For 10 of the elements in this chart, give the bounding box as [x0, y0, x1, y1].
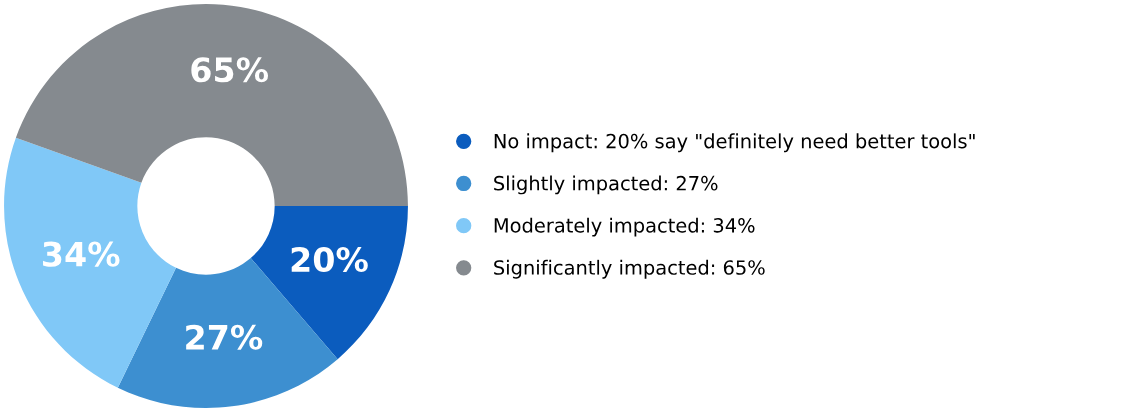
legend-label: Significantly impacted: 65%	[494, 259, 765, 279]
data-label: 20%	[291, 246, 368, 273]
donut-slice	[15, 4, 408, 206]
legend-label: No impact: 20% say "definitely need better tools"	[494, 133, 975, 153]
legend-label: Moderately impacted: 34%	[494, 217, 755, 237]
data-label: 34%	[43, 241, 120, 267]
donut-slice	[4, 137, 177, 388]
data-label: 27%	[186, 324, 263, 350]
legend-label: Slightly impacted: 27%	[494, 175, 718, 195]
data-label: 65%	[191, 57, 269, 83]
